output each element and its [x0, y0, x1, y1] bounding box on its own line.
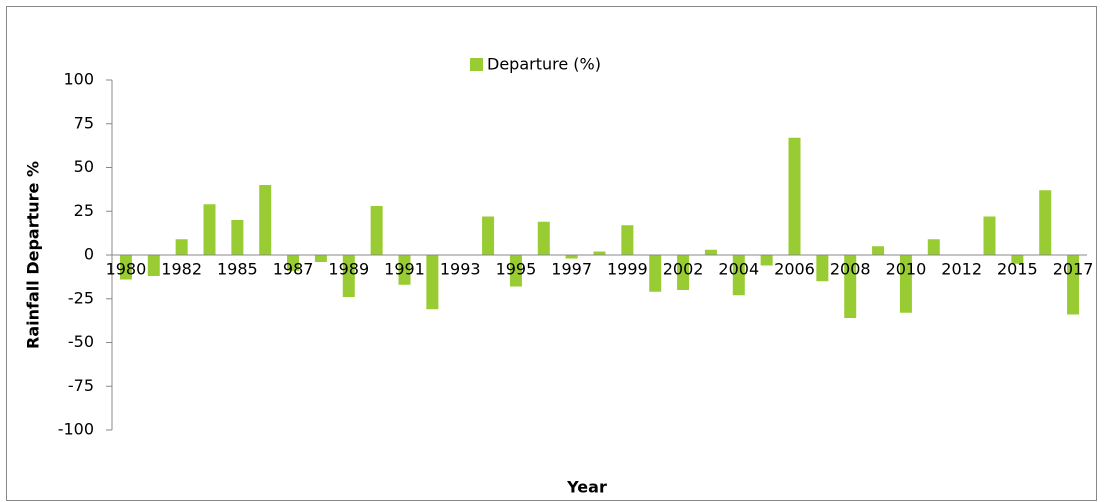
bar — [342, 255, 355, 297]
x-tick-label: 2004 — [718, 260, 759, 279]
y-tick-label: -50 — [68, 332, 94, 351]
y-tick-label: -25 — [68, 288, 94, 307]
bar — [816, 255, 829, 282]
x-tick-label: 1989 — [328, 260, 369, 279]
bar — [983, 216, 996, 255]
legend-label: Departure (%) — [487, 55, 601, 74]
bar — [704, 249, 717, 255]
x-tick-label: 2002 — [663, 260, 704, 279]
y-tick-label: 25 — [74, 201, 94, 220]
bar — [677, 255, 690, 290]
bar — [537, 221, 550, 255]
bar — [1067, 255, 1080, 315]
bar — [844, 255, 857, 318]
bar — [370, 206, 383, 255]
x-tick-label: 1999 — [607, 260, 648, 279]
bar — [1039, 190, 1052, 255]
bar — [203, 204, 216, 255]
bar — [119, 255, 132, 280]
bar — [426, 255, 439, 310]
bar — [147, 255, 160, 276]
bar — [760, 255, 773, 266]
bar — [287, 255, 300, 271]
x-tick-label: 1980 — [106, 260, 147, 279]
x-tick-label: 1985 — [217, 260, 258, 279]
bar — [732, 255, 745, 296]
bar — [509, 255, 522, 287]
chart-border — [6, 6, 1097, 501]
y-tick-label: -100 — [58, 420, 94, 439]
bar — [788, 137, 801, 255]
y-tick-label: 50 — [74, 157, 94, 176]
y-tick-label: 100 — [63, 70, 94, 89]
bar — [398, 255, 411, 285]
x-tick-label: 2012 — [941, 260, 982, 279]
bar — [899, 255, 912, 313]
bar — [259, 185, 272, 255]
x-tick-label: 1995 — [496, 260, 537, 279]
bar — [927, 239, 940, 255]
x-tick-label: 2010 — [886, 260, 927, 279]
bar — [621, 225, 634, 255]
bar — [314, 255, 327, 262]
legend-swatch — [470, 58, 483, 71]
x-tick-label: 1997 — [551, 260, 592, 279]
x-tick-label: 2006 — [774, 260, 815, 279]
bar — [1011, 255, 1024, 264]
bar — [565, 255, 578, 259]
bar — [175, 239, 188, 255]
x-tick-label: 1991 — [384, 260, 425, 279]
y-tick-label: 75 — [74, 113, 94, 132]
bar — [649, 255, 662, 292]
y-tick-label: -75 — [68, 376, 94, 395]
x-tick-label: 1982 — [161, 260, 202, 279]
x-tick-label: 2015 — [997, 260, 1038, 279]
y-axis-title: Rainfall Departure % — [24, 161, 43, 349]
bar — [231, 220, 244, 255]
x-axis-title: Year — [566, 478, 607, 497]
bar — [482, 216, 495, 255]
bar — [872, 246, 885, 255]
x-tick-label: 2008 — [830, 260, 871, 279]
y-tick-label: 0 — [84, 245, 94, 264]
bar — [593, 251, 606, 255]
x-tick-label: 1987 — [273, 260, 314, 279]
x-tick-label: 1993 — [440, 260, 481, 279]
x-tick-label: 2017 — [1053, 260, 1094, 279]
